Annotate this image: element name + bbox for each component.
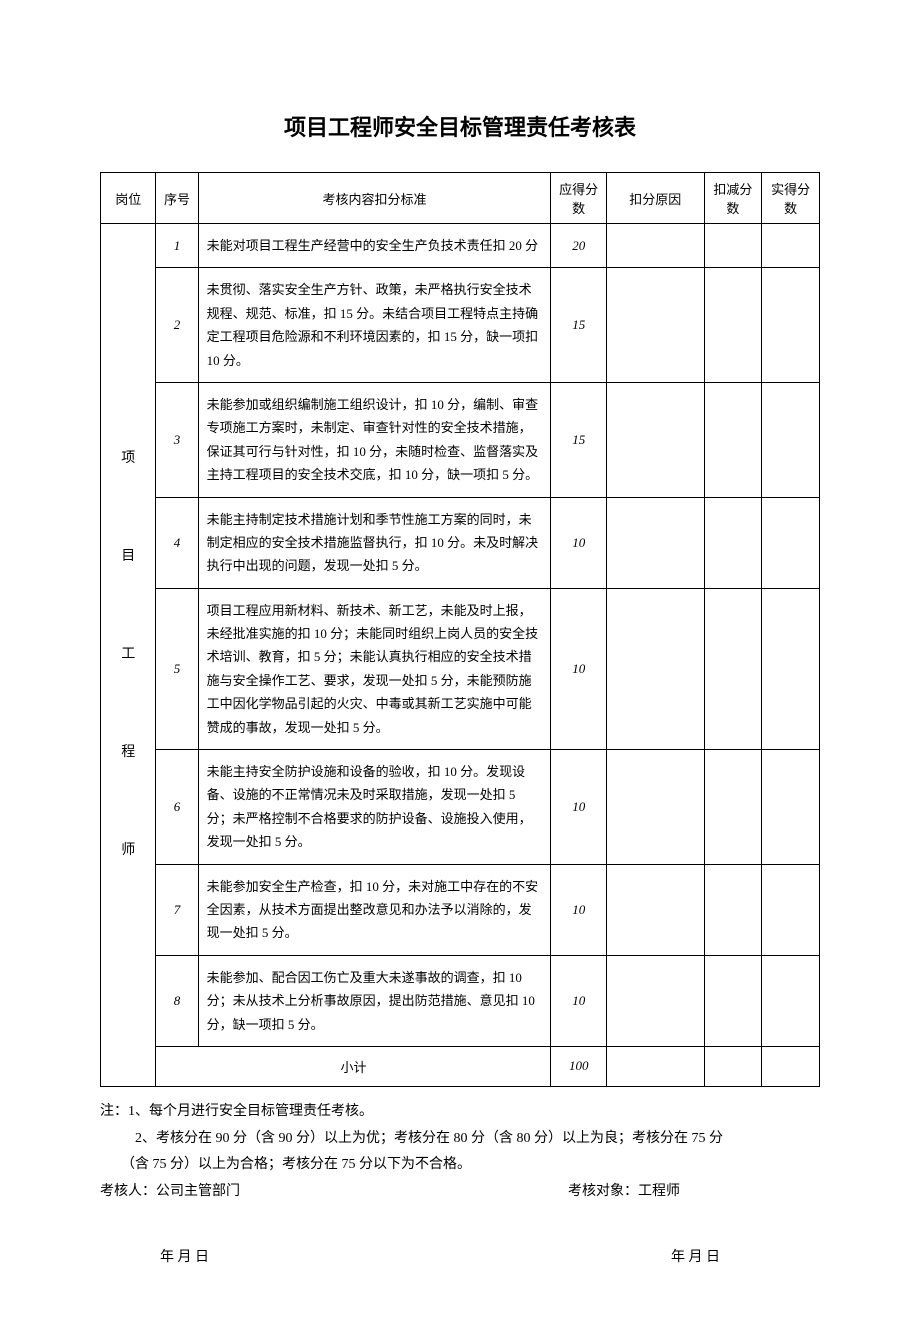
row-deduct: [704, 588, 762, 749]
row-score: 10: [551, 955, 606, 1046]
row-reason: [606, 497, 704, 588]
date-row: 年 月 日 年 月 日: [100, 1245, 820, 1272]
table-body: 项目工程师 1 未能对项目工程生产经营中的安全生产负技术责任扣 20 分 20 …: [101, 224, 820, 1087]
note-line-3: （含 75 分）以上为合格；考核分在 75 分以下为不合格。: [100, 1152, 820, 1179]
subtotal-row: 小计 100: [101, 1046, 820, 1086]
row-no: 6: [156, 750, 198, 865]
date-right: 年 月 日: [671, 1245, 720, 1272]
subtotal-deduct: [704, 1046, 762, 1086]
subtotal-reason: [606, 1046, 704, 1086]
assessment-table: 岗位 序号 考核内容扣分标准 应得分数 扣分原因 扣减分数 实得分数 项目工程师…: [100, 172, 820, 1087]
row-actual: [762, 864, 820, 955]
row-deduct: [704, 955, 762, 1046]
row-score: 10: [551, 497, 606, 588]
table-header-row: 岗位 序号 考核内容扣分标准 应得分数 扣分原因 扣减分数 实得分数: [101, 173, 820, 224]
row-content: 未贯彻、落实安全生产方针、政策，未严格执行安全技术规程、规范、标准，扣 15 分…: [198, 268, 551, 383]
row-actual: [762, 497, 820, 588]
note-line-2: 2、考核分在 90 分（含 90 分）以上为优；考核分在 80 分（含 80 分…: [100, 1126, 820, 1153]
document-title: 项目工程师安全目标管理责任考核表: [100, 110, 820, 142]
row-score: 10: [551, 750, 606, 865]
row-no: 8: [156, 955, 198, 1046]
row-score: 10: [551, 864, 606, 955]
row-reason: [606, 955, 704, 1046]
row-reason: [606, 864, 704, 955]
row-score: 10: [551, 588, 606, 749]
header-deduct: 扣减分数: [704, 173, 762, 224]
table-row: 6 未能主持安全防护设施和设备的验收，扣 10 分。发现设备、设施的不正常情况未…: [101, 750, 820, 865]
signature-row: 考核人：公司主管部门 考核对象：工程师: [100, 1179, 820, 1206]
notes-section: 注：1、每个月进行安全目标管理责任考核。 2、考核分在 90 分（含 90 分）…: [100, 1099, 820, 1272]
header-no: 序号: [156, 173, 198, 224]
header-standard: 考核内容扣分标准: [198, 173, 551, 224]
header-reason: 扣分原因: [606, 173, 704, 224]
row-deduct: [704, 268, 762, 383]
row-score: 15: [551, 268, 606, 383]
row-content: 未能参加、配合因工伤亡及重大未遂事故的调查，扣 10 分；未从技术上分析事故原因…: [198, 955, 551, 1046]
document-page: 项目工程师安全目标管理责任考核表 岗位 序号 考核内容扣分标准 应得分数 扣分原…: [0, 0, 920, 1332]
row-deduct: [704, 382, 762, 497]
row-actual: [762, 268, 820, 383]
subtotal-label: 小计: [156, 1046, 551, 1086]
assessee-label: 考核对象：工程师: [568, 1179, 820, 1206]
row-actual: [762, 382, 820, 497]
row-content: 未能对项目工程生产经营中的安全生产负技术责任扣 20 分: [198, 224, 551, 268]
row-no: 4: [156, 497, 198, 588]
table-row: 7 未能参加安全生产检查，扣 10 分，未对施工中存在的不安全因素，从技术方面提…: [101, 864, 820, 955]
subtotal-value: 100: [551, 1046, 606, 1086]
date-left: 年 月 日: [160, 1245, 209, 1272]
row-actual: [762, 224, 820, 268]
header-actual: 实得分数: [762, 173, 820, 224]
row-content: 未能主持制定技术措施计划和季节性施工方案的同时，未制定相应的安全技术措施监督执行…: [198, 497, 551, 588]
row-deduct: [704, 864, 762, 955]
row-deduct: [704, 497, 762, 588]
table-row: 3 未能参加或组织编制施工组织设计，扣 10 分，编制、审查专项施工方案时，未制…: [101, 382, 820, 497]
row-no: 7: [156, 864, 198, 955]
row-deduct: [704, 224, 762, 268]
subtotal-actual: [762, 1046, 820, 1086]
row-actual: [762, 588, 820, 749]
table-row: 2 未贯彻、落实安全生产方针、政策，未严格执行安全技术规程、规范、标准，扣 15…: [101, 268, 820, 383]
row-no: 3: [156, 382, 198, 497]
post-cell: 项目工程师: [101, 224, 156, 1087]
row-actual: [762, 750, 820, 865]
row-deduct: [704, 750, 762, 865]
header-post: 岗位: [101, 173, 156, 224]
row-reason: [606, 588, 704, 749]
row-reason: [606, 750, 704, 865]
table-row: 4 未能主持制定技术措施计划和季节性施工方案的同时，未制定相应的安全技术措施监督…: [101, 497, 820, 588]
table-row: 5 项目工程应用新材料、新技术、新工艺，未能及时上报，未经批准实施的扣 10 分…: [101, 588, 820, 749]
row-score: 20: [551, 224, 606, 268]
row-score: 15: [551, 382, 606, 497]
header-score: 应得分数: [551, 173, 606, 224]
assessor-label: 考核人：公司主管部门: [100, 1179, 240, 1206]
row-actual: [762, 955, 820, 1046]
table-row: 8 未能参加、配合因工伤亡及重大未遂事故的调查，扣 10 分；未从技术上分析事故…: [101, 955, 820, 1046]
row-reason: [606, 268, 704, 383]
row-reason: [606, 382, 704, 497]
row-content: 未能主持安全防护设施和设备的验收，扣 10 分。发现设备、设施的不正常情况未及时…: [198, 750, 551, 865]
row-reason: [606, 224, 704, 268]
note-line-1: 注：1、每个月进行安全目标管理责任考核。: [100, 1099, 820, 1126]
row-no: 5: [156, 588, 198, 749]
table-row: 项目工程师 1 未能对项目工程生产经营中的安全生产负技术责任扣 20 分 20: [101, 224, 820, 268]
row-content: 未能参加安全生产检查，扣 10 分，未对施工中存在的不安全因素，从技术方面提出整…: [198, 864, 551, 955]
row-no: 1: [156, 224, 198, 268]
row-content: 项目工程应用新材料、新技术、新工艺，未能及时上报，未经批准实施的扣 10 分；未…: [198, 588, 551, 749]
row-content: 未能参加或组织编制施工组织设计，扣 10 分，编制、审查专项施工方案时，未制定、…: [198, 382, 551, 497]
row-no: 2: [156, 268, 198, 383]
